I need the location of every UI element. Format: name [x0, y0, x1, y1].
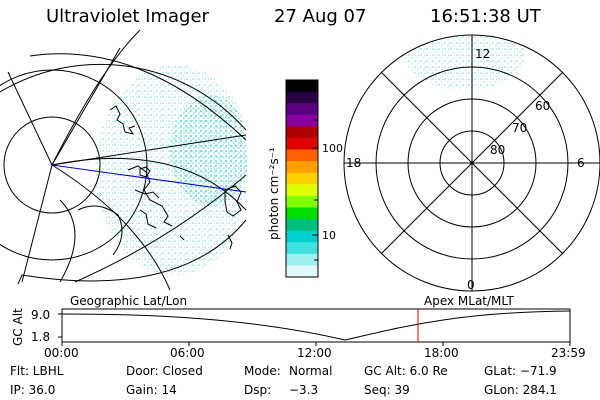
gc-alt-info: GC Alt: 6.0 Re: [364, 364, 448, 378]
colorbar-swatch: [286, 195, 318, 209]
y-tick-9: 9.0: [31, 308, 51, 322]
x-tick-0600: 06:00: [170, 346, 205, 360]
satellite-track: [51, 164, 247, 193]
x-tick-1800: 18:00: [424, 346, 459, 360]
colorbar-swatch: [286, 253, 318, 267]
colorbar-swatch: [286, 149, 318, 162]
geographic-lat-lon-title: Geographic Lat/Lon: [70, 294, 188, 308]
altitude-timeline: GC Alt: [11, 308, 571, 346]
date-label: 27 Aug 07: [274, 6, 367, 27]
dsp-value: −3.3: [289, 383, 319, 397]
instrument-title: Ultraviolet Imager: [46, 6, 209, 27]
colorbar-swatch: [286, 114, 318, 127]
colorbar-swatch: [286, 219, 318, 232]
mode-value: Normal: [289, 364, 333, 378]
aurora-glow-polar: [405, 35, 525, 90]
colorbar: 100 10 photon cm⁻²s⁻¹: [267, 79, 343, 278]
colorbar-swatch: [286, 137, 318, 151]
colorbar-swatch: [286, 126, 318, 139]
mode-label: Mode:: [244, 364, 281, 378]
dsp-label: Dsp:: [244, 383, 272, 397]
y-tick-1-8: 1.8: [31, 330, 51, 344]
colorbar-tick-100: 100: [322, 142, 343, 155]
map-grid: [0, 29, 247, 291]
colorbar-swatch: [286, 161, 318, 174]
geographic-map: [0, 29, 247, 291]
mlat-label-60: 60: [535, 99, 550, 113]
mlt-label-12: 12: [475, 47, 490, 61]
ip-info: IP: 36.0: [10, 383, 56, 397]
colorbar-swatch: [286, 91, 318, 104]
colorbar-gradient: [286, 80, 318, 278]
map-boundary: [17, 219, 247, 285]
mlat-label-80: 80: [490, 143, 505, 157]
colorbar-swatch: [286, 184, 318, 197]
colorbar-swatch: [286, 242, 318, 255]
colorbar-tick-10: 10: [322, 229, 336, 242]
colorbar-swatch: [286, 172, 318, 185]
aurora-bright-left: [170, 95, 247, 205]
seq-info: Seq: 39: [364, 383, 410, 397]
time-label: 16:51:38 UT: [430, 6, 541, 27]
door-info: Door: Closed: [126, 364, 203, 378]
apex-mlat-mlt-title: Apex MLat/MLT: [424, 294, 514, 308]
colorbar-swatch: [286, 207, 318, 220]
mlt-label-0: 0: [467, 278, 475, 292]
mlt-label-18: 18: [346, 156, 361, 170]
x-tick-2359: 23:59: [551, 346, 586, 360]
gc-alt-axis-label: GC Alt: [11, 308, 25, 346]
filter-info: Flt: LBHL: [10, 364, 64, 378]
colorbar-swatch: [286, 80, 318, 93]
colorbar-swatch: [286, 103, 318, 116]
colorbar-swatch: [286, 265, 318, 278]
colorbar-unit-label: photon cm⁻²s⁻¹: [267, 147, 281, 240]
x-tick-1200: 12:00: [297, 346, 332, 360]
polar-plot: [343, 34, 600, 292]
altitude-curve: [61, 310, 571, 341]
mlt-label-6: 6: [577, 156, 585, 170]
mlat-label-70: 70: [512, 121, 527, 135]
x-tick-0000: 00:00: [44, 346, 79, 360]
gain-info: Gain: 14: [126, 383, 177, 397]
glon-info: GLon: 284.1: [484, 383, 557, 397]
colorbar-swatch: [286, 230, 318, 243]
glat-info: GLat: −71.9: [484, 364, 557, 378]
